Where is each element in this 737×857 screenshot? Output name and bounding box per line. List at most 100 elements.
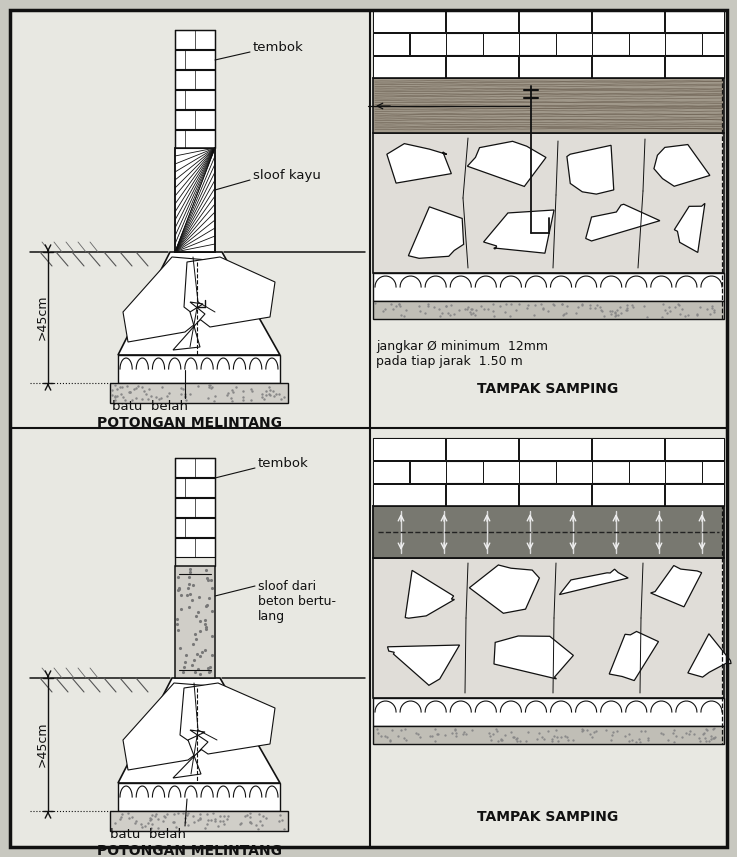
Text: jangkar Ø minimum  12mm
pada tiap jarak  1.50 m: jangkar Ø minimum 12mm pada tiap jarak 1… [376,340,548,368]
Bar [410,33,446,55]
Polygon shape [173,730,208,778]
Bar [373,33,724,55]
Bar [175,498,215,517]
Text: sloof kayu: sloof kayu [253,169,321,182]
Bar [373,301,724,319]
Bar [665,56,724,78]
Bar [118,783,280,811]
Bar [175,70,215,89]
Polygon shape [184,257,275,327]
Polygon shape [118,678,280,783]
Bar [410,461,446,483]
Bar [446,484,518,506]
Polygon shape [651,566,702,607]
Bar [175,90,215,109]
Bar [373,33,409,55]
Bar [446,438,518,460]
Polygon shape [405,571,455,618]
Text: tembok: tembok [253,40,304,53]
Bar [483,461,519,483]
Bar [373,726,724,744]
Bar [175,458,215,477]
Bar [175,566,215,678]
Bar [373,78,724,133]
Bar [519,10,591,32]
Bar [373,10,445,32]
Bar [373,438,724,460]
Bar [373,461,724,483]
Text: POTONGAN MELINTANG: POTONGAN MELINTANG [97,416,282,430]
Bar [373,506,724,558]
Text: TAMPAK SAMPING: TAMPAK SAMPING [478,810,618,824]
Text: sloof dari
beton bertu-
lang: sloof dari beton bertu- lang [258,580,336,623]
Text: >45cm: >45cm [35,722,49,767]
Text: >45cm: >45cm [35,294,49,339]
Bar [373,698,724,726]
Bar [373,133,724,273]
Text: tembok: tembok [258,457,309,470]
Bar [118,355,280,383]
Bar [592,484,664,506]
Polygon shape [180,683,275,754]
Polygon shape [467,141,546,187]
Bar [110,383,288,403]
Bar [373,10,724,32]
Polygon shape [123,257,210,342]
Polygon shape [118,252,280,355]
Bar [556,33,592,55]
Bar [665,484,724,506]
Bar [702,461,724,483]
Bar [175,148,215,252]
Polygon shape [123,683,214,770]
Bar [373,484,445,506]
Bar [665,438,724,460]
Bar [175,478,215,497]
Bar [519,484,591,506]
Text: batu  belah: batu belah [112,400,188,413]
Bar [629,33,665,55]
Polygon shape [654,145,710,186]
Bar [592,438,664,460]
Bar [373,558,724,698]
Bar [175,130,215,148]
Polygon shape [388,645,460,686]
Bar [373,273,724,301]
Bar [519,56,591,78]
Polygon shape [469,565,539,614]
Bar [110,811,288,831]
Bar [446,10,518,32]
Bar [175,148,215,252]
Bar [373,461,409,483]
Bar [373,438,445,460]
Bar [175,110,215,129]
Bar [702,33,724,55]
Bar [175,538,215,557]
Bar [665,10,724,32]
Text: batu  belah: batu belah [110,828,186,841]
Polygon shape [674,203,705,253]
Bar [373,56,724,78]
Bar [373,56,445,78]
Bar [175,50,215,69]
Bar [446,56,518,78]
Polygon shape [483,210,554,253]
Bar [373,484,724,506]
Polygon shape [609,632,658,680]
Polygon shape [173,302,205,350]
Bar [175,518,215,537]
Bar [519,438,591,460]
Bar [592,56,664,78]
Bar [175,30,215,49]
Bar [592,10,664,32]
Text: TAMPAK SAMPING: TAMPAK SAMPING [478,382,618,396]
Polygon shape [494,636,573,679]
Bar [556,461,592,483]
Text: POTONGAN MELINTANG: POTONGAN MELINTANG [97,844,282,857]
Bar [483,33,519,55]
Polygon shape [688,633,731,677]
Polygon shape [387,144,451,183]
Polygon shape [567,146,614,194]
Bar [629,461,665,483]
Polygon shape [586,204,660,241]
Polygon shape [559,569,628,595]
